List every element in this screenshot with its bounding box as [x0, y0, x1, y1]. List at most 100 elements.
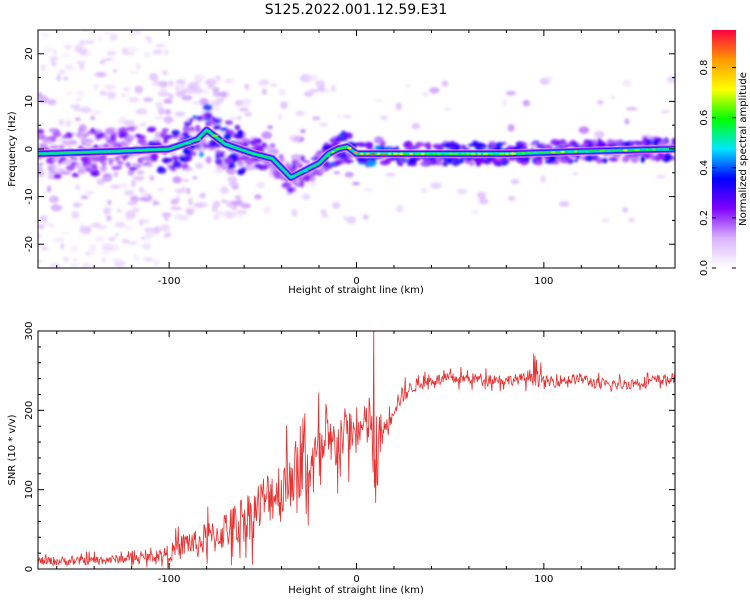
heatmap-speckle	[114, 221, 126, 228]
heatmap-ridge-peak	[652, 148, 656, 151]
heatmap-band-cell	[70, 157, 79, 160]
heatmap-ridge-peak	[402, 152, 408, 155]
heatmap-speckle	[278, 88, 287, 96]
heatmap-speckle	[157, 187, 165, 193]
heatmap-speckle	[312, 116, 321, 121]
heatmap-ridge-peak	[611, 149, 616, 152]
heatmap-speckle	[237, 114, 242, 121]
heatmap-band-cell	[401, 158, 407, 163]
heatmap-band-cell	[87, 138, 94, 144]
heatmap-speckle	[60, 242, 65, 250]
heatmap-ridge-peak	[550, 151, 556, 154]
heatmap-speckle	[84, 40, 95, 44]
heatmap-band-cell	[90, 164, 98, 169]
heatmap-band-cell	[407, 161, 412, 167]
heatmap-band-cell	[182, 131, 190, 137]
snr-plot-area	[38, 331, 675, 569]
heatmap-speckle	[256, 80, 268, 87]
heatmap-speckle	[153, 226, 161, 234]
heatmap-band-cell	[529, 142, 540, 146]
heatmap-speckle	[199, 192, 206, 199]
heatmap-band-cell	[211, 116, 217, 120]
heatmap-speckle	[164, 49, 169, 56]
heatmap-speckle	[173, 214, 186, 220]
heatmap-speckle	[143, 233, 150, 241]
heatmap-speckle	[152, 49, 163, 55]
heatmap-band-cell	[78, 133, 85, 139]
heatmap-band-cell	[243, 158, 254, 164]
heatmap-band-cell	[300, 155, 305, 162]
heatmap-band-cell	[192, 115, 198, 120]
heatmap-speckle	[192, 176, 198, 180]
heatmap-speckle	[43, 32, 51, 38]
heatmap-speckle	[110, 257, 120, 262]
heatmap-band-cell	[611, 140, 621, 144]
heatmap-speckle	[155, 101, 163, 109]
heatmap-band-cell	[498, 157, 504, 163]
heatmap-speckle	[380, 115, 388, 120]
heatmap-band-cell	[384, 158, 391, 165]
heatmap-speckle	[78, 47, 87, 56]
heatmap-speckle	[60, 231, 70, 235]
heatmap-band-cell	[194, 126, 200, 132]
heatmap-band-cell	[162, 130, 167, 137]
heatmap-speckle	[261, 131, 273, 140]
heatmap-speckle	[49, 222, 55, 229]
heatmap-speckle	[49, 195, 59, 204]
heatmap-speckle	[101, 251, 111, 255]
heatmap-ridge-peak	[393, 152, 399, 155]
heatmap-ridge-peak	[584, 150, 589, 153]
heatmap-speckle	[139, 221, 144, 226]
heatmap-band-cell	[86, 130, 91, 136]
heatmap-speckle	[174, 111, 186, 117]
heatmap-band-cell	[366, 160, 377, 167]
heatmap-speckle	[180, 83, 185, 91]
snr-y-tick-label: 300	[24, 321, 35, 340]
heatmap-speckle	[83, 30, 88, 34]
heatmap-speckle	[456, 188, 468, 194]
heatmap-band-cell	[179, 155, 185, 162]
heatmap-speckle	[79, 226, 91, 234]
heatmap-speckle	[263, 206, 271, 215]
heatmap-ridge-peak	[517, 152, 521, 155]
heatmap-speckle	[40, 64, 47, 72]
heatmap-speckle	[49, 262, 61, 268]
heatmap-band-cell	[214, 124, 222, 129]
heatmap-speckle	[175, 90, 185, 97]
heatmap-band-cell	[171, 155, 180, 160]
heatmap-band-cell	[281, 182, 291, 189]
heatmap-ridge-peak	[555, 151, 563, 154]
heatmap-speckle	[104, 84, 116, 90]
heatmap-band-cell	[585, 154, 594, 162]
snr-y-tick-label: 100	[24, 480, 35, 499]
heatmap-speckle	[540, 175, 546, 184]
heatmap-speckle	[122, 239, 129, 244]
heatmap-band-cell	[139, 156, 144, 162]
heatmap-band-cell	[366, 142, 373, 150]
heatmap-speckle	[64, 64, 74, 71]
heatmap-band-cell	[143, 156, 151, 161]
heatmap-speckle	[75, 184, 81, 191]
heatmap-ridge-peak	[568, 150, 572, 153]
colorbar-tick-label: 0.2	[699, 210, 710, 226]
heatmap-ridge-peak	[460, 152, 466, 155]
heatmap-band-cell	[228, 163, 236, 168]
colorbar-tick-label: 0.6	[699, 110, 710, 126]
heatmap-band-cell	[128, 166, 138, 171]
snr-x-tick-label: -100	[158, 574, 181, 585]
heatmap-speckle	[140, 123, 147, 126]
heatmap-band-cell	[516, 159, 526, 164]
heatmap-speckle	[193, 202, 204, 208]
heatmap-speckle	[268, 171, 274, 178]
heatmap-ridge-peak	[545, 151, 549, 154]
heatmap-speckle	[204, 78, 217, 86]
heatmap-speckle	[261, 88, 268, 95]
heatmap-speckle	[42, 220, 51, 226]
heatmap-band-cell	[671, 137, 675, 144]
heatmap-band-cell	[203, 111, 213, 119]
heatmap-band-cell	[257, 164, 268, 171]
heatmap-speckle	[164, 109, 171, 115]
heatmap-band-cell	[48, 171, 53, 176]
heatmap-band-cell	[469, 161, 475, 167]
